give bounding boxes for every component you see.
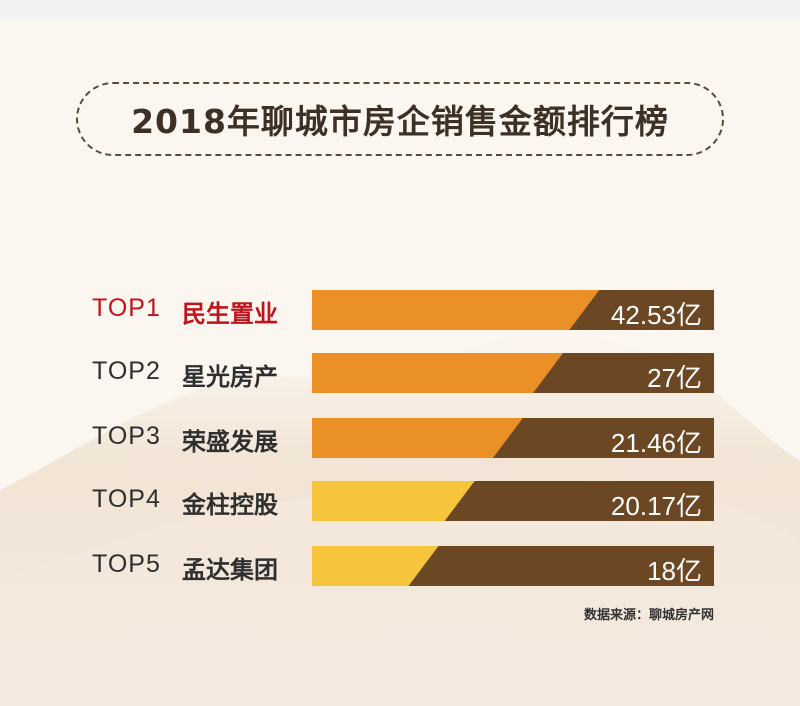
sales-bar-3: 21.46亿 (312, 418, 714, 458)
rank-row-5: TOP5 孟达集团 18亿 (0, 546, 800, 586)
rank-label: TOP1 (92, 294, 161, 322)
bar-fill-segment (312, 353, 564, 393)
rank-row-3: TOP3 荣盛发展 21.46亿 (0, 418, 800, 458)
bar-shape (312, 353, 714, 393)
bar-shape (312, 418, 714, 458)
sales-bar-4: 20.17亿 (312, 481, 714, 521)
bar-fill-segment (312, 546, 439, 586)
company-name: 金柱控股 (182, 491, 278, 519)
rank-label: TOP4 (92, 485, 161, 513)
company-name: 荣盛发展 (182, 428, 278, 456)
bar-shape (312, 481, 714, 521)
sales-bar-5: 18亿 (312, 546, 714, 586)
bar-fill-segment (312, 481, 475, 521)
chart-title: 2018年聊城市房企销售金额排行榜 (131, 102, 669, 141)
top-strip (0, 0, 800, 20)
value-label: 20.17亿 (610, 491, 702, 521)
rank-label: TOP3 (92, 422, 161, 450)
bar-shape (312, 290, 714, 330)
data-source-note: 数据来源：聊城房产网 (583, 608, 714, 623)
title-frame: 2018年聊城市房企销售金额排行榜 (76, 82, 724, 156)
sales-bar-1: 42.53亿 (312, 290, 714, 330)
bar-fill-segment (312, 290, 600, 330)
value-label: 18亿 (647, 556, 702, 586)
bar-fill-segment (312, 418, 523, 458)
company-name: 民生置业 (182, 300, 278, 328)
sales-bar-2: 27亿 (312, 353, 714, 393)
rank-row-4: TOP4 金柱控股 20.17亿 (0, 481, 800, 521)
company-name: 孟达集团 (182, 556, 278, 584)
value-label: 27亿 (647, 363, 702, 393)
company-name: 星光房产 (182, 363, 278, 391)
value-label: 42.53亿 (610, 300, 702, 330)
rank-row-2: TOP2 星光房产 27亿 (0, 353, 800, 393)
rank-row-1: TOP1 民生置业 42.53亿 (0, 290, 800, 330)
rank-label: TOP5 (92, 550, 161, 578)
value-label: 21.46亿 (610, 428, 702, 458)
rank-label: TOP2 (92, 357, 161, 385)
bar-shape (312, 546, 714, 586)
